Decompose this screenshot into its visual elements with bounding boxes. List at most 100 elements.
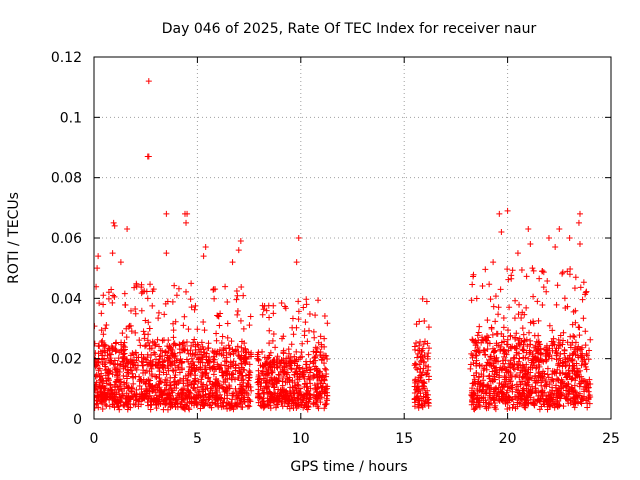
data-point bbox=[194, 326, 201, 333]
data-point bbox=[492, 358, 499, 365]
data-point bbox=[531, 377, 538, 384]
data-point bbox=[171, 282, 178, 289]
data-point bbox=[420, 341, 427, 348]
data-point bbox=[490, 388, 497, 395]
data-point bbox=[521, 403, 528, 410]
data-point bbox=[310, 391, 317, 398]
data-point bbox=[491, 394, 498, 401]
data-point bbox=[539, 302, 546, 309]
data-point bbox=[503, 351, 510, 358]
data-point bbox=[473, 357, 480, 364]
data-point bbox=[198, 355, 205, 362]
data-point bbox=[278, 300, 285, 307]
data-point bbox=[241, 389, 248, 396]
data-point bbox=[142, 317, 149, 324]
data-point bbox=[469, 336, 476, 343]
data-point bbox=[564, 355, 571, 362]
data-point bbox=[534, 298, 541, 305]
data-point bbox=[151, 349, 158, 356]
data-point bbox=[176, 341, 183, 348]
data-point bbox=[220, 403, 227, 410]
data-point bbox=[235, 247, 242, 254]
data-point bbox=[311, 373, 318, 380]
data-point bbox=[149, 288, 156, 295]
data-point bbox=[485, 356, 492, 363]
data-point bbox=[219, 400, 226, 407]
data-point bbox=[179, 395, 186, 402]
data-point bbox=[493, 369, 500, 376]
data-point bbox=[259, 348, 266, 355]
data-point bbox=[293, 348, 300, 355]
data-point bbox=[522, 354, 529, 361]
data-point bbox=[510, 355, 517, 362]
data-point bbox=[229, 390, 236, 397]
data-point bbox=[508, 272, 515, 279]
data-point bbox=[535, 362, 542, 369]
data-point bbox=[136, 396, 143, 403]
data-point bbox=[234, 395, 241, 402]
data-point bbox=[305, 373, 312, 380]
data-point bbox=[549, 376, 556, 383]
data-point bbox=[306, 396, 313, 403]
data-point bbox=[184, 210, 191, 217]
data-point bbox=[324, 355, 331, 362]
data-point bbox=[498, 388, 505, 395]
data-point bbox=[107, 381, 114, 388]
data-point bbox=[232, 367, 239, 374]
data-point bbox=[95, 253, 102, 260]
data-point bbox=[176, 392, 183, 399]
data-point bbox=[488, 324, 495, 331]
data-point bbox=[240, 398, 247, 405]
data-point bbox=[303, 296, 310, 303]
data-point bbox=[557, 332, 564, 339]
data-point bbox=[128, 388, 135, 395]
data-point bbox=[518, 314, 525, 321]
data-point bbox=[539, 389, 546, 396]
data-point bbox=[119, 358, 126, 365]
data-point bbox=[202, 372, 209, 379]
data-point bbox=[237, 317, 244, 324]
data-point bbox=[225, 342, 232, 349]
data-point bbox=[220, 352, 227, 359]
data-point bbox=[503, 369, 510, 376]
data-point bbox=[238, 360, 245, 367]
data-point bbox=[576, 383, 583, 390]
data-point bbox=[240, 325, 247, 332]
data-point bbox=[421, 383, 428, 390]
data-point bbox=[132, 329, 139, 336]
data-point bbox=[515, 350, 522, 357]
data-point bbox=[138, 386, 145, 393]
data-point bbox=[205, 340, 212, 347]
data-point bbox=[560, 337, 567, 344]
data-point bbox=[111, 222, 118, 229]
data-point bbox=[537, 398, 544, 405]
data-point bbox=[155, 381, 162, 388]
data-point bbox=[293, 324, 300, 331]
data-point bbox=[224, 320, 231, 327]
data-point bbox=[322, 401, 329, 408]
data-point bbox=[94, 373, 99, 380]
data-point bbox=[125, 392, 132, 399]
data-point bbox=[511, 315, 518, 322]
data-point bbox=[509, 404, 516, 411]
data-point bbox=[244, 396, 251, 403]
data-point bbox=[424, 370, 431, 377]
data-point bbox=[317, 351, 324, 358]
data-point bbox=[321, 313, 328, 320]
data-point bbox=[562, 383, 569, 390]
data-point bbox=[127, 388, 134, 395]
data-point bbox=[413, 340, 420, 347]
data-point bbox=[137, 342, 144, 349]
data-point bbox=[295, 316, 302, 323]
data-point bbox=[322, 389, 329, 396]
data-point bbox=[314, 403, 321, 410]
data-point bbox=[292, 386, 299, 393]
data-point bbox=[177, 349, 184, 356]
data-point bbox=[482, 403, 489, 410]
data-point bbox=[145, 402, 152, 409]
data-point bbox=[416, 361, 423, 368]
data-point bbox=[211, 295, 218, 302]
data-point bbox=[183, 338, 190, 345]
data-point bbox=[421, 317, 428, 324]
data-point bbox=[191, 368, 198, 375]
